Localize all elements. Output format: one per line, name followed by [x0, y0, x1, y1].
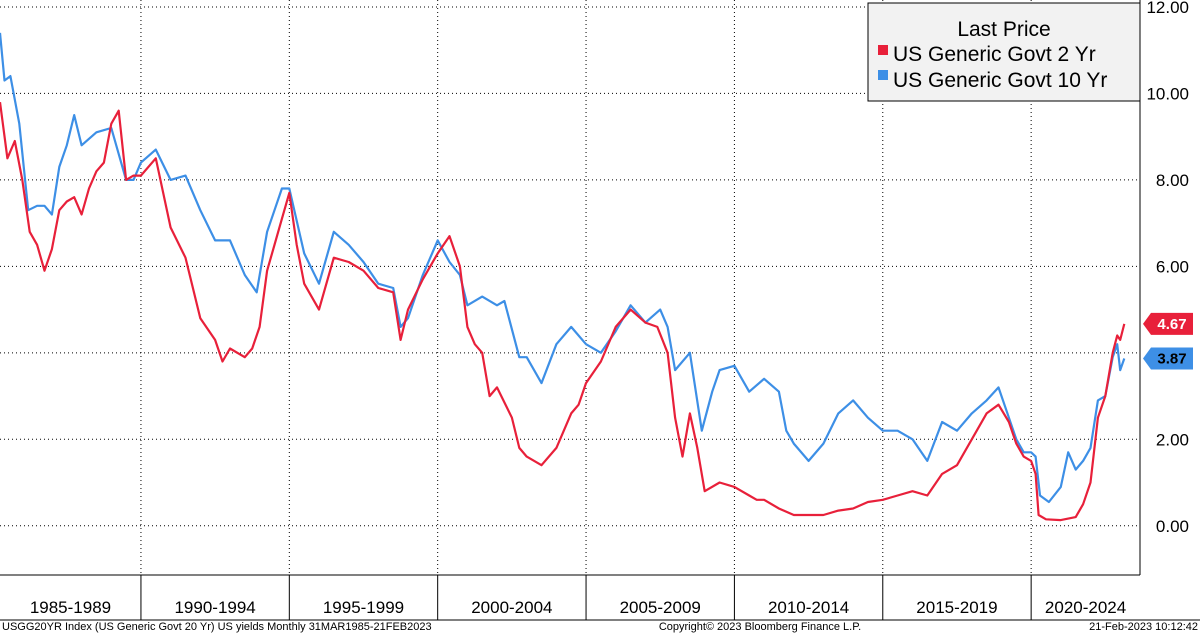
x-tick-label: 1990-1994 [174, 598, 255, 617]
badge-shape [1143, 347, 1193, 370]
legend-title: Last Price [957, 18, 1050, 41]
x-tick-label: 2010-2014 [768, 598, 849, 617]
y-tick-label: 10.00 [1146, 84, 1189, 103]
badge-value: 4.67 [1157, 316, 1186, 333]
series-line-2yr [0, 101, 1126, 522]
last-value-badge-2yr: 4.67 [1143, 312, 1193, 335]
legend-swatch-10yr [878, 70, 888, 80]
x-tick-label: 2005-2009 [620, 598, 701, 617]
x-tick-label: 1985-1989 [30, 598, 111, 617]
y-tick-label: 8.00 [1156, 171, 1189, 190]
y-tick-label: 0.00 [1156, 517, 1189, 536]
footer: USGG20YR Index (US Generic Govt 20 Yr) U… [2, 621, 1198, 633]
x-tick-label: 1995-1999 [323, 598, 404, 617]
legend-swatch-2yr [878, 45, 888, 55]
badge-shape [1143, 312, 1193, 335]
x-axis-ticks: 1985-1989 1990-1994 1995-1999 2000-2004 2005… [30, 598, 1126, 617]
footer-source: USGG20YR Index (US Generic Govt 20 Yr) U… [2, 621, 432, 633]
y-tick-label: 6.00 [1156, 257, 1189, 276]
y-tick-label: 12.00 [1146, 0, 1189, 17]
legend: Last Price US Generic Govt 2 Yr US Gener… [867, 2, 1141, 102]
footer-timestamp: 21-Feb-2023 10:12:42 [1089, 621, 1198, 633]
legend-label-10yr: US Generic Govt 10 Yr [893, 69, 1107, 92]
legend-label-2yr: US Generic Govt 2 Yr [893, 43, 1096, 66]
footer-copyright: Copyright© 2023 Bloomberg Finance L.P. [659, 621, 861, 633]
last-value-badge-10yr: 3.87 [1143, 347, 1193, 370]
y-tick-label: 2.00 [1156, 430, 1189, 449]
x-tick-label: 2015-2019 [916, 598, 997, 617]
badge-value: 3.87 [1157, 350, 1186, 367]
last-value-badges: 4.67 3.87 [1143, 312, 1193, 370]
series-line-10yr [0, 32, 1126, 504]
x-tick-label: 2000-2004 [471, 598, 552, 617]
series-lines [0, 32, 1126, 522]
x-tick-label: 2020-2024 [1045, 598, 1126, 617]
legend-box [867, 2, 1141, 102]
